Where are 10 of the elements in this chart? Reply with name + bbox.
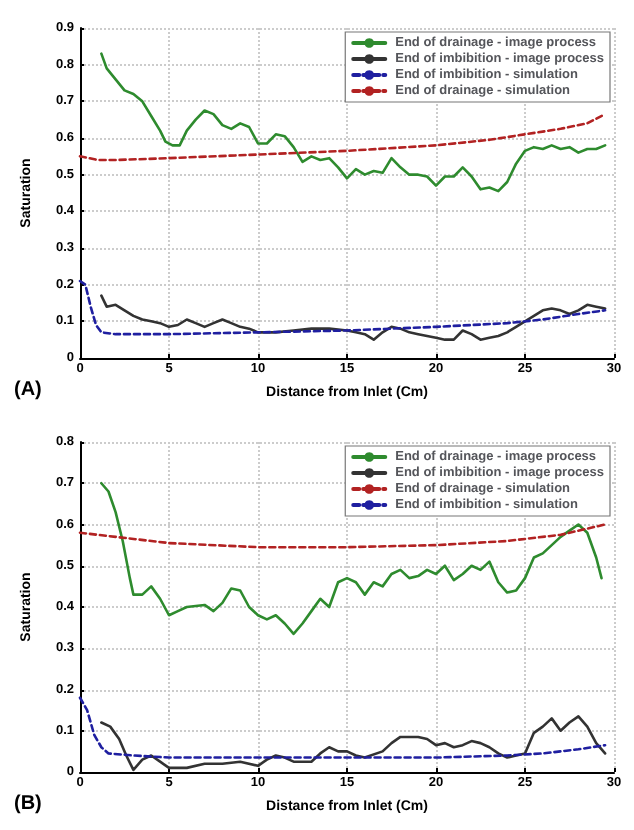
- line-series: [100, 481, 603, 636]
- line-series: [78, 279, 607, 336]
- text: (A): [14, 379, 42, 401]
- line-series: [100, 52, 607, 193]
- line-series: [78, 696, 607, 759]
- line-series: [78, 112, 607, 162]
- line-series: [100, 715, 607, 772]
- text: (B): [14, 793, 42, 815]
- line-series: [78, 523, 607, 549]
- line-series: [100, 294, 607, 341]
